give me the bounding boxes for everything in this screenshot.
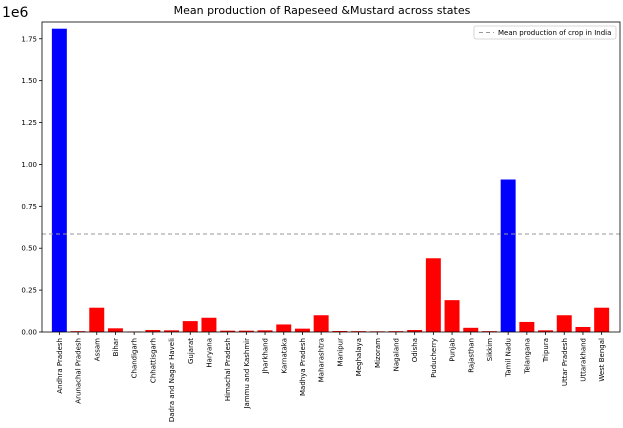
- bar-maharashtra: [313, 315, 329, 332]
- bar-sikkim: [481, 331, 497, 332]
- bar-chhattisgarh: [145, 329, 161, 332]
- bars: [51, 28, 610, 333]
- bar-arunachal-pradesh: [70, 331, 86, 332]
- chart-title: Mean production of Rapeseed &Mustard acr…: [174, 4, 471, 17]
- bar-punjab: [444, 300, 460, 332]
- x-tick-label: Sikkim: [486, 338, 494, 361]
- bar-puducherry: [425, 258, 441, 332]
- x-tick-label: Jammu and Kashmir: [243, 338, 251, 410]
- bar-manipur: [332, 330, 348, 332]
- x-axis: Andhra Pradesh Arunachal Pradesh Assam Biha…: [56, 332, 606, 422]
- bar-west-bengal: [594, 307, 610, 332]
- y-tick-label: 1.25: [21, 119, 37, 127]
- x-tick-label: Himachal Pradesh: [224, 338, 232, 401]
- y-axis: 0.00 0.25 0.50 0.75 1.00 1.25 1.50 1.75: [21, 35, 42, 337]
- x-tick-label: Madhya Pradesh: [299, 338, 307, 396]
- y-tick-label: 1.75: [21, 35, 37, 43]
- x-tick-label: Haryana: [205, 338, 213, 368]
- y-tick-label: 0.00: [21, 329, 37, 337]
- x-tick-label: Meghalaya: [355, 338, 363, 376]
- bar-karnataka: [276, 324, 292, 332]
- bar-dadra-and-nagar-haveli: [164, 330, 180, 332]
- bar-madhya-pradesh: [294, 328, 310, 332]
- x-tick-label: Andhra Pradesh: [56, 338, 64, 394]
- bar-jammu-and-kashmir: [238, 330, 254, 332]
- x-tick-label: Manipur: [336, 338, 344, 367]
- bar-uttar-pradesh: [556, 315, 572, 332]
- x-tick-label: Karnataka: [280, 338, 288, 374]
- bar-odisha: [407, 329, 423, 332]
- x-tick-label: Telangana: [523, 338, 531, 375]
- x-tick-label: Nagaland: [392, 338, 400, 371]
- x-tick-label: Tripura: [542, 338, 550, 363]
- plot-frame: [41, 21, 621, 333]
- x-tick-label: Punjab: [449, 337, 457, 361]
- bar-rajasthan: [463, 327, 479, 332]
- x-tick-label: Gujarat: [187, 338, 195, 364]
- bar-meghalaya: [351, 331, 367, 332]
- x-tick-label: Arunachal Pradesh: [75, 338, 83, 404]
- bar-tamil-nadu: [500, 179, 516, 332]
- y-axis-offset-label: 1e6: [2, 5, 29, 21]
- x-tick-label: Uttarakhand: [579, 338, 587, 382]
- x-tick-label: Rajasthan: [467, 338, 475, 373]
- y-tick-label: 0.50: [21, 245, 37, 253]
- y-tick-label: 0.75: [21, 203, 37, 211]
- bar-andhra-pradesh: [51, 28, 67, 333]
- bar-tripura: [538, 330, 554, 332]
- bar-haryana: [201, 317, 217, 332]
- legend-label: Mean production of crop in India: [498, 29, 611, 37]
- legend-box: [473, 25, 617, 40]
- x-tick-label: Chhattisgarh: [149, 338, 157, 383]
- legend: Mean production of crop in India: [473, 25, 617, 40]
- x-tick-label: Chandigarh: [131, 338, 139, 378]
- bar-assam: [89, 307, 105, 332]
- x-tick-label: Tamil Nadu: [505, 338, 513, 378]
- x-tick-label: Puducherry: [430, 338, 438, 378]
- y-tick-label: 1.50: [21, 77, 37, 85]
- x-tick-label: Assam: [93, 338, 101, 361]
- bar-nagaland: [388, 331, 404, 332]
- y-tick-label: 0.25: [21, 287, 37, 295]
- x-tick-label: West Bengal: [598, 338, 606, 382]
- x-tick-label: Uttar Pradesh: [561, 338, 569, 386]
- bar-himachal-pradesh: [220, 330, 236, 332]
- bar-telangana: [519, 321, 535, 332]
- bar-uttarakhand: [575, 326, 591, 332]
- bar-gujarat: [182, 321, 198, 332]
- bar-bihar: [107, 328, 123, 332]
- x-tick-label: Dadra and Nagar Haveli: [168, 338, 176, 422]
- x-tick-label: Jharkhand: [262, 338, 270, 374]
- x-tick-label: Odisha: [411, 338, 419, 362]
- x-tick-label: Mizoram: [374, 338, 382, 368]
- bar-jharkhand: [257, 330, 273, 332]
- x-tick-label: Maharashtra: [318, 338, 326, 382]
- y-tick-label: 1.00: [21, 161, 37, 169]
- x-tick-label: Bihar: [112, 338, 120, 356]
